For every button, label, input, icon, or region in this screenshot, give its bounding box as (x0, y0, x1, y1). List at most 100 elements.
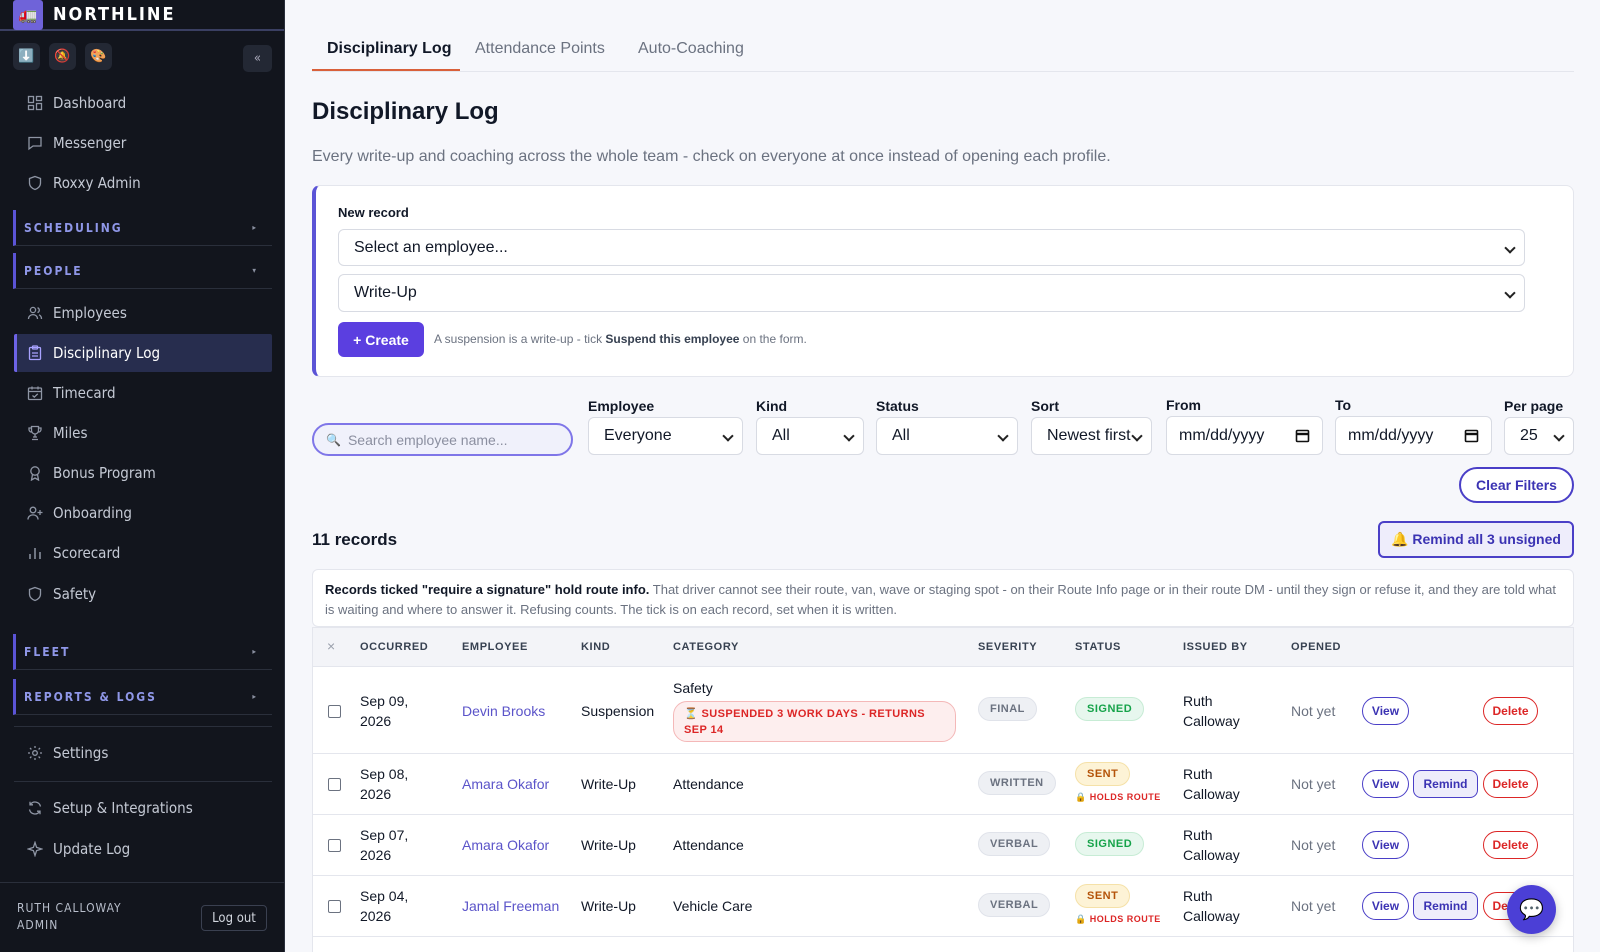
sparkle-icon (27, 841, 43, 857)
sidebar-item-disciplinary-log[interactable]: Disciplinary Log (14, 334, 272, 372)
delete-button[interactable]: Delete (1483, 697, 1538, 725)
chat-launcher-icon[interactable]: 💬 (1507, 885, 1556, 934)
category-cell: Safety (673, 680, 713, 696)
signature-notice: Records ticked "require a signature" hol… (312, 569, 1574, 627)
view-button[interactable]: View (1362, 831, 1409, 859)
view-button[interactable]: View (1362, 770, 1409, 798)
from-date-label: From (1166, 397, 1201, 413)
sidebar-item-dashboard[interactable]: Dashboard (14, 84, 272, 122)
row-checkbox[interactable] (328, 900, 341, 913)
divider (14, 781, 272, 782)
col-severity: SEVERITY (978, 641, 1038, 653)
row-checkbox[interactable] (328, 839, 341, 852)
remind-all-button[interactable]: 🔔 Remind all 3 unsigned (1378, 521, 1574, 558)
section-label: REPORTS & LOGS (24, 689, 157, 704)
kind-filter-value: All (772, 427, 790, 444)
sidebar-footer: RUTH CALLOWAY ADMIN Log out (0, 882, 285, 952)
employee-link[interactable]: Devin Brooks (462, 703, 546, 719)
employee-link[interactable]: Jamal Freeman (462, 898, 560, 914)
mute-notifications-icon[interactable]: 🔕 (49, 42, 76, 70)
col-employee: EMPLOYEE (462, 641, 528, 653)
view-button[interactable]: View (1362, 697, 1409, 725)
category-cell: Attendance (673, 837, 744, 853)
employee-filter-select[interactable]: Everyone (588, 417, 743, 455)
sidebar-item-setup-integrations[interactable]: Setup & Integrations (14, 789, 272, 827)
logout-button[interactable]: Log out (201, 905, 267, 931)
kind-cell: Write-Up (581, 776, 636, 792)
search-input[interactable]: 🔍 Search employee name... (312, 423, 573, 456)
section-scheduling[interactable]: SCHEDULING ▸ (13, 210, 272, 246)
award-icon (27, 465, 43, 481)
sidebar-item-label: Disciplinary Log (53, 344, 161, 362)
sidebar-item-roxxy-admin[interactable]: Roxxy Admin (14, 164, 272, 202)
from-date-value: mm/dd/yyyy (1179, 426, 1265, 444)
per-page-label: Per page (1504, 398, 1564, 414)
sidebar-item-safety[interactable]: Safety (14, 575, 272, 613)
section-fleet[interactable]: FLEET ▸ (13, 634, 272, 670)
sidebar-item-settings[interactable]: Settings (14, 734, 272, 772)
tab-disciplinary-log[interactable]: Disciplinary Log (327, 40, 452, 57)
sort-select[interactable]: Newest first (1031, 417, 1152, 455)
per-page-value: 25 (1520, 427, 1538, 444)
clear-filters-button[interactable]: Clear Filters (1459, 467, 1574, 503)
main-content: Disciplinary Log Attendance Points Auto-… (285, 0, 1600, 952)
user-role: ADMIN (17, 918, 59, 932)
new-record-label: New record (338, 205, 409, 220)
delete-button[interactable]: Delete (1483, 770, 1538, 798)
tab-attendance-points[interactable]: Attendance Points (475, 40, 605, 57)
gear-icon (27, 745, 43, 761)
sidebar-item-employees[interactable]: Employees (14, 294, 272, 332)
theme-icon[interactable]: 🎨 (85, 42, 112, 70)
create-button[interactable]: + Create (338, 322, 424, 357)
holds-route-label: 🔒 HOLDS ROUTE (1075, 914, 1161, 924)
sidebar-item-update-log[interactable]: Update Log (14, 830, 272, 868)
kind-select[interactable]: Write-Up (338, 274, 1525, 312)
sidebar-item-scorecard[interactable]: Scorecard (14, 534, 272, 572)
collapse-sidebar-button[interactable]: « (243, 45, 272, 72)
sidebar-item-messenger[interactable]: Messenger (14, 124, 272, 162)
chevron-down-icon (843, 430, 855, 442)
user-plus-icon (27, 505, 43, 521)
per-page-select[interactable]: 25 (1504, 417, 1574, 455)
occurred-date: Sep 04, 2026 (360, 888, 409, 924)
row-checkbox[interactable] (328, 705, 341, 718)
employee-select[interactable]: Select an employee... (338, 229, 1525, 266)
from-date-input[interactable]: mm/dd/yyyy (1166, 416, 1323, 455)
view-button[interactable]: View (1362, 892, 1409, 920)
to-date-input[interactable]: mm/dd/yyyy (1335, 416, 1492, 455)
section-people[interactable]: PEOPLE ▾ (13, 253, 272, 289)
employee-link[interactable]: Amara Okafor (462, 837, 550, 853)
severity-badge: FINAL (978, 697, 1037, 721)
chevron-down-icon (997, 430, 1009, 442)
sidebar-item-onboarding[interactable]: Onboarding (14, 494, 272, 532)
clipboard-icon (27, 345, 43, 361)
col-kind: KIND (581, 641, 611, 653)
caret-down-icon: ▾ (252, 266, 258, 275)
severity-badge: VERBAL (978, 832, 1051, 856)
status-filter-select[interactable]: All (876, 417, 1018, 455)
chevron-down-icon (1131, 430, 1143, 442)
sidebar-item-label: Update Log (53, 840, 131, 858)
kind-filter-select[interactable]: All (756, 417, 864, 455)
delete-button[interactable]: Delete (1483, 831, 1538, 859)
section-reports-logs[interactable]: REPORTS & LOGS ▸ (13, 679, 272, 715)
user-name: RUTH CALLOWAY (17, 901, 122, 915)
status-filter-value: All (892, 427, 910, 444)
deselect-all-icon[interactable]: × (327, 638, 336, 654)
employee-filter-label: Employee (588, 398, 655, 414)
sidebar-item-timecard[interactable]: Timecard (14, 374, 272, 412)
issued-by-cell: Ruth Calloway (1183, 888, 1240, 924)
employee-link[interactable]: Amara Okafor (462, 776, 550, 792)
sidebar-item-miles[interactable]: Miles (14, 414, 272, 452)
remind-button[interactable]: Remind (1413, 770, 1478, 798)
sidebar-item-label: Messenger (53, 134, 127, 152)
install-icon[interactable]: ⬇️ (13, 42, 40, 70)
row-checkbox[interactable] (328, 778, 341, 791)
dashboard-icon (27, 95, 43, 111)
col-issued-by: ISSUED BY (1183, 641, 1248, 653)
remind-button[interactable]: Remind (1413, 892, 1478, 920)
page-title: Disciplinary Log (312, 98, 499, 125)
sidebar-item-label: Setup & Integrations (53, 799, 193, 817)
sidebar-item-bonus-program[interactable]: Bonus Program (14, 454, 272, 492)
tab-auto-coaching[interactable]: Auto-Coaching (638, 40, 744, 57)
